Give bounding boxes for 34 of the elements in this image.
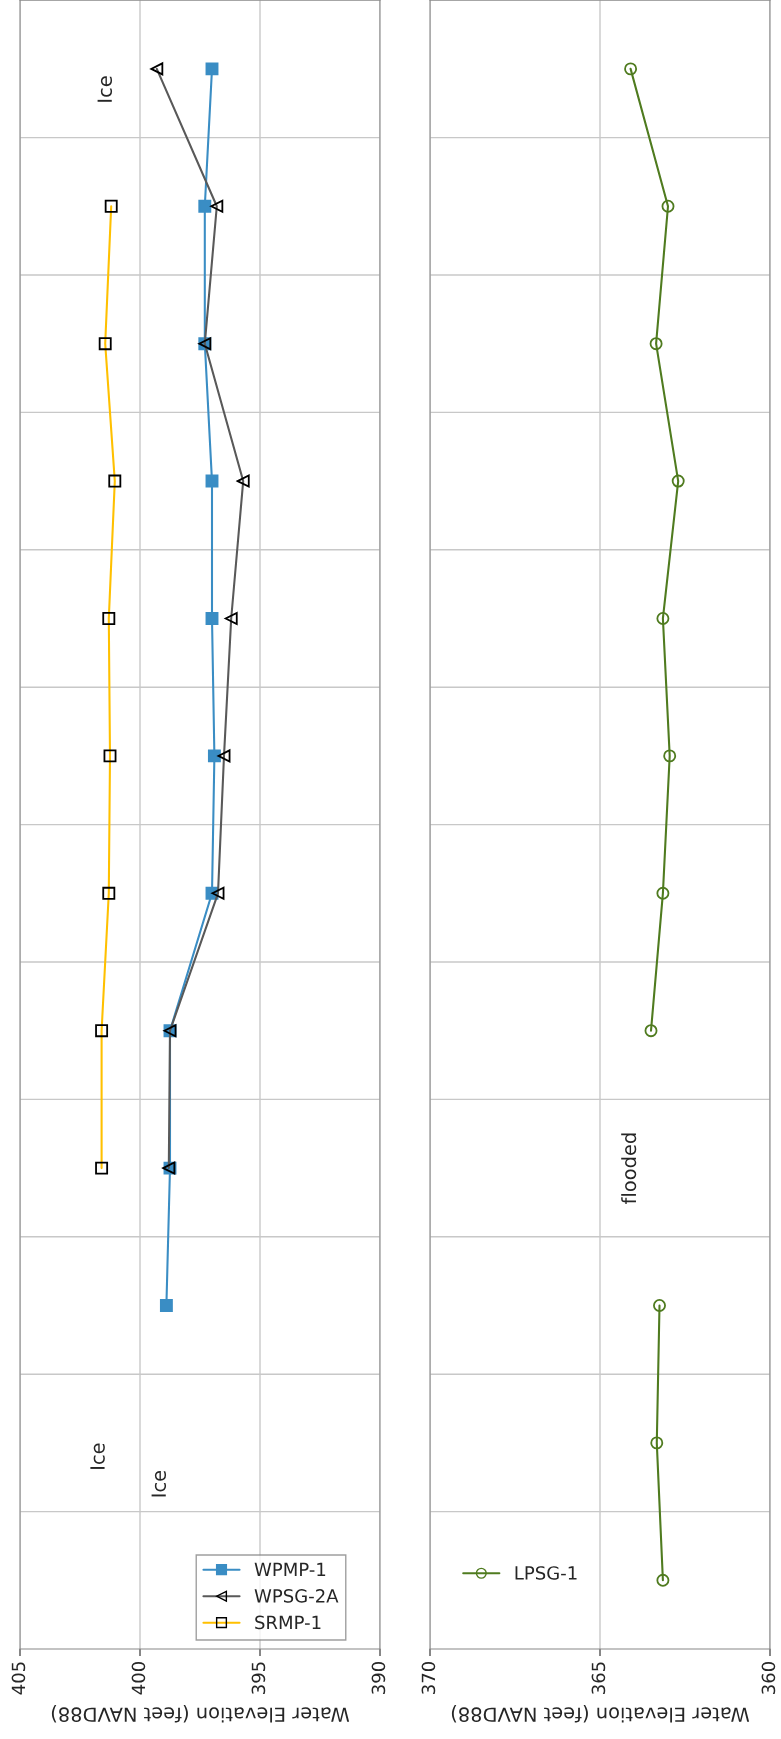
x-axis-title: Water Elevation (feet NAVD88) bbox=[451, 1705, 750, 1723]
point bbox=[653, 1299, 666, 1312]
x-tick-label: 370 bbox=[421, 1662, 436, 1694]
x-tick-label: 395 bbox=[251, 1662, 266, 1694]
point bbox=[656, 886, 670, 900]
x-tick-label: 405 bbox=[11, 1662, 26, 1695]
point bbox=[198, 199, 212, 213]
point bbox=[205, 612, 219, 625]
point bbox=[650, 1436, 664, 1450]
point bbox=[656, 1573, 670, 1587]
point bbox=[671, 474, 685, 488]
x-tick-label: 365 bbox=[591, 1662, 606, 1694]
point bbox=[159, 1299, 173, 1312]
legend-label: SRMP-1 bbox=[255, 1615, 321, 1630]
annotation: Ice bbox=[97, 76, 113, 102]
legend-label: LPSG-1 bbox=[515, 1566, 577, 1580]
legend-label: WPMP-1 bbox=[254, 1562, 326, 1576]
point bbox=[656, 612, 670, 625]
point bbox=[663, 749, 677, 763]
point bbox=[644, 1024, 658, 1038]
annotation: Ice bbox=[90, 1443, 105, 1469]
point bbox=[205, 62, 219, 76]
x-axis-title: Water Elevation (feet NAVD88) bbox=[51, 1705, 350, 1723]
point bbox=[661, 199, 675, 213]
legend-label: WPSG-2A bbox=[254, 1589, 339, 1603]
x-tick-label: 360 bbox=[761, 1662, 776, 1694]
point bbox=[624, 62, 638, 76]
point bbox=[207, 749, 221, 763]
point bbox=[205, 474, 219, 488]
annotation: flooded bbox=[621, 1133, 637, 1204]
x-tick-label: 400 bbox=[131, 1662, 146, 1695]
point bbox=[649, 337, 663, 351]
annotation: Ice bbox=[151, 1470, 167, 1497]
x-tick-label: 390 bbox=[371, 1662, 386, 1694]
